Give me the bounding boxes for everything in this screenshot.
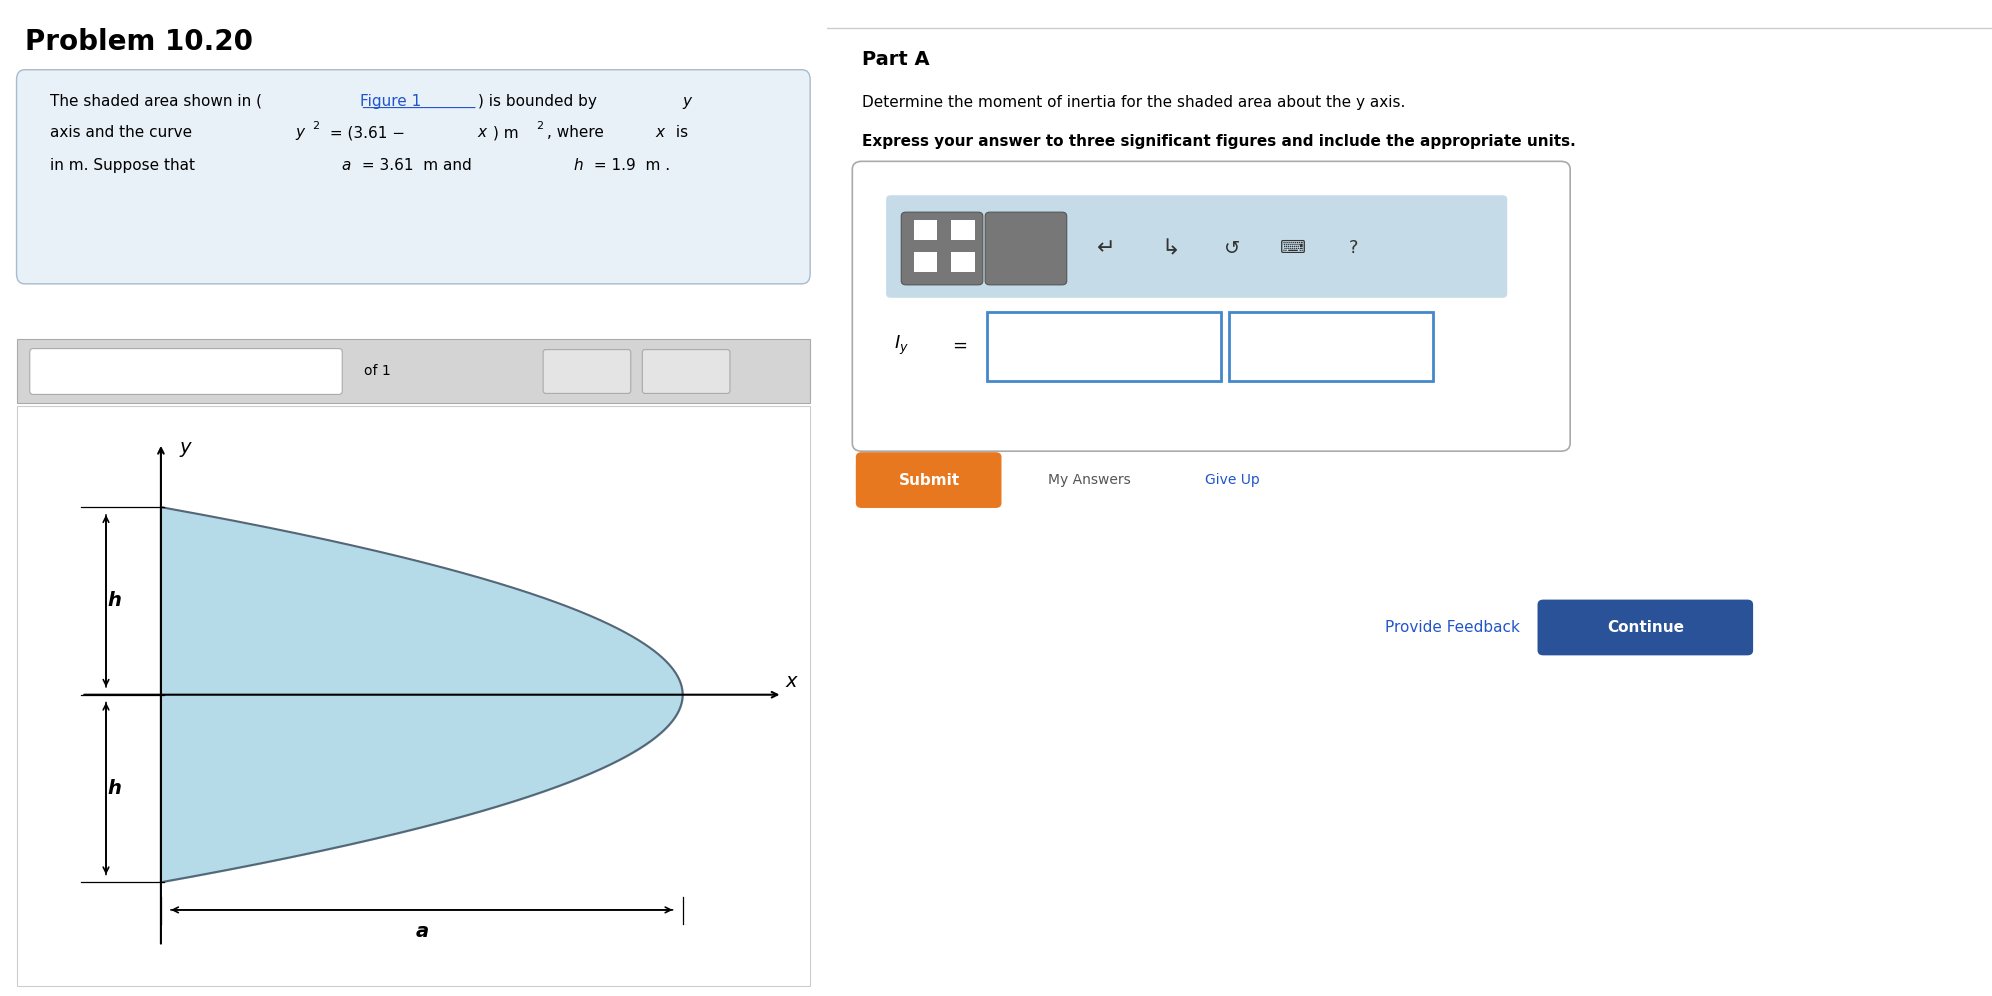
Text: ÷: ÷: [297, 364, 307, 377]
Text: axis and the curve: axis and the curve: [50, 125, 197, 140]
FancyBboxPatch shape: [914, 252, 938, 272]
Text: h: h: [108, 779, 122, 798]
FancyBboxPatch shape: [30, 349, 343, 394]
FancyBboxPatch shape: [952, 220, 974, 240]
Text: h: h: [574, 158, 584, 173]
Text: x: x: [785, 672, 797, 691]
Text: >: >: [681, 364, 691, 377]
Text: is: is: [671, 125, 689, 140]
Text: Express your answer to three significant figures and include the appropriate uni: Express your answer to three significant…: [863, 134, 1576, 149]
Text: ↵: ↵: [1098, 238, 1116, 258]
Text: h: h: [108, 592, 122, 611]
FancyBboxPatch shape: [16, 70, 811, 284]
Text: Problem 10.20: Problem 10.20: [24, 28, 253, 56]
Text: 2: 2: [536, 121, 542, 130]
FancyBboxPatch shape: [544, 350, 631, 393]
FancyBboxPatch shape: [952, 252, 974, 272]
Text: y: y: [179, 438, 191, 457]
Text: Figure 1: Figure 1: [361, 94, 422, 109]
FancyBboxPatch shape: [1538, 600, 1753, 655]
Text: ⌨: ⌨: [1279, 239, 1307, 257]
Text: = (3.61 −: = (3.61 −: [325, 125, 410, 140]
Text: 2: 2: [313, 121, 319, 130]
Text: =: =: [952, 337, 968, 355]
Text: in m. Suppose that: in m. Suppose that: [50, 158, 199, 173]
Text: ) is bounded by: ) is bounded by: [478, 94, 602, 109]
Text: ↺: ↺: [1223, 238, 1241, 258]
Text: Provide Feedback: Provide Feedback: [1384, 620, 1520, 635]
Text: ) m: ) m: [492, 125, 518, 140]
FancyBboxPatch shape: [857, 452, 1002, 508]
Text: ?: ?: [1349, 239, 1359, 257]
Text: Continue: Continue: [1608, 620, 1685, 635]
Text: Units: Units: [1307, 336, 1357, 356]
FancyBboxPatch shape: [641, 350, 729, 393]
Text: The shaded area shown in (: The shaded area shown in (: [50, 94, 261, 109]
Text: $I_y$: $I_y$: [894, 334, 908, 358]
FancyBboxPatch shape: [16, 406, 811, 986]
Text: , where: , where: [548, 125, 610, 140]
Text: My Answers: My Answers: [1048, 473, 1131, 487]
FancyBboxPatch shape: [914, 220, 938, 240]
Text: <: <: [582, 364, 594, 377]
Text: a: a: [341, 158, 351, 173]
Text: x: x: [478, 125, 486, 140]
Text: Value: Value: [1078, 336, 1131, 356]
Text: = 1.9  m .: = 1.9 m .: [590, 158, 671, 173]
Text: of 1: of 1: [365, 364, 390, 377]
Text: Part A: Part A: [863, 50, 928, 69]
FancyBboxPatch shape: [1229, 312, 1432, 381]
FancyBboxPatch shape: [986, 212, 1068, 285]
Text: = 3.61  m and: = 3.61 m and: [357, 158, 476, 173]
Text: ↳: ↳: [1161, 238, 1179, 258]
Text: Determine the moment of inertia for the shaded area about the y axis.: Determine the moment of inertia for the …: [863, 95, 1404, 110]
Text: x: x: [655, 125, 665, 140]
FancyBboxPatch shape: [16, 339, 811, 403]
Text: y: y: [681, 94, 691, 109]
Text: y: y: [295, 125, 305, 140]
Text: Give Up: Give Up: [1205, 473, 1261, 487]
FancyBboxPatch shape: [988, 312, 1221, 381]
FancyBboxPatch shape: [853, 161, 1570, 451]
FancyBboxPatch shape: [886, 195, 1508, 298]
FancyBboxPatch shape: [900, 212, 982, 285]
Text: a: a: [414, 922, 428, 941]
Text: Submit: Submit: [898, 472, 960, 488]
Text: μȦ: μȦ: [1016, 241, 1036, 255]
Text: Figure 1: Figure 1: [84, 364, 147, 377]
